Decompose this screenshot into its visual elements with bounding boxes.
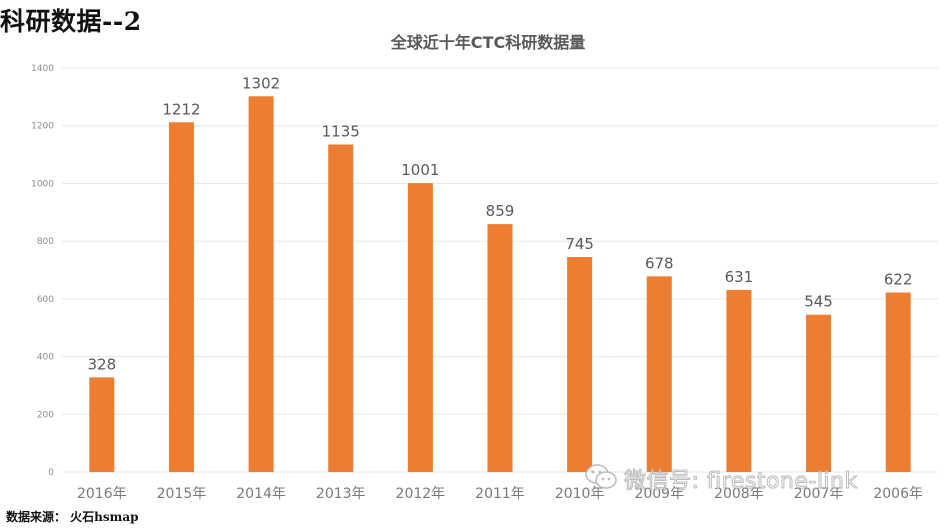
x-tick-label: 2012年 [396,486,446,502]
y-tick-label: 400 [37,353,54,363]
bar [567,257,593,472]
page-title: 科研数据--2 [0,7,142,36]
watermark: 微信号: firestone-link [584,462,858,496]
bar [407,183,433,472]
chart-title: 全球近十年CTC科研数据量 [390,33,585,52]
y-axis-ticks: 0 200 400 600 800 1000 1200 1400 [31,64,54,478]
y-tick-label: 1000 [31,179,54,189]
x-tick-label: 2010年 [555,486,605,502]
y-tick-label: 1200 [31,122,54,132]
data-label: 859 [486,202,515,220]
x-tick-label: 2007年 [794,486,844,502]
data-label: 545 [804,293,833,311]
x-tick-label: 2009年 [634,486,684,502]
bar [168,122,194,472]
x-tick-label: 2008年 [714,486,764,502]
bar [487,224,513,472]
data-label: 631 [725,268,754,286]
bar [646,276,672,472]
data-label: 745 [565,235,594,253]
y-tick-label: 600 [37,295,54,305]
x-tick-label: 2013年 [316,486,366,502]
x-tick-label: 2011年 [475,486,525,502]
x-tick-label: 2016年 [77,486,127,502]
bar [885,292,911,472]
y-tick-label: 1400 [31,64,54,74]
bar [89,377,115,472]
data-label: 1302 [242,74,280,92]
data-label: 678 [645,254,674,272]
y-tick-label: 200 [37,410,54,420]
x-axis-ticks: 2016年 2015年 2014年 2013年 2012年 2011年 2010年 2009年… [77,486,923,502]
data-label: 328 [87,355,116,373]
source-note: 数据来源： 火石hsmap [6,510,139,524]
bar [806,314,832,472]
bar [248,96,274,472]
data-label: 1212 [162,100,200,118]
y-tick-label: 800 [37,237,54,247]
wechat-icon [584,462,618,496]
x-tick-label: 2014年 [236,486,286,502]
bars [89,96,911,472]
y-tick-label: 0 [48,468,54,478]
bar [328,144,354,472]
bar [726,289,752,472]
data-label: 622 [884,271,913,289]
x-tick-label: 2006年 [873,486,923,502]
x-tick-label: 2015年 [157,486,207,502]
data-labels: 328 1212 1302 1135 1001 859 745 678 631 545 622 [87,74,912,373]
watermark-text: 微信号: firestone-link [624,469,858,495]
data-label: 1135 [322,122,360,140]
data-label: 1001 [401,161,439,179]
